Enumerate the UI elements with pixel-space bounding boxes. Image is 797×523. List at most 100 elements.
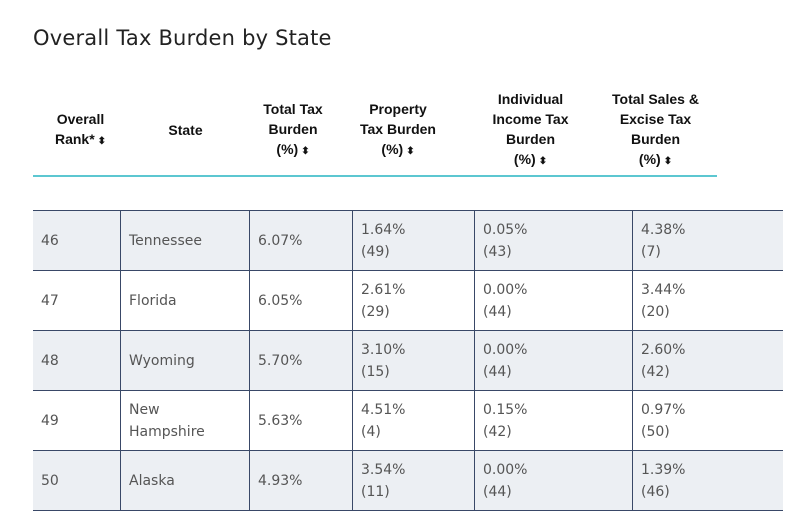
rank-cell: 47 [41,292,59,309]
property-tax-cell: 1.64% (49) [352,211,474,270]
header-state: State [128,85,243,175]
property-tax-cell: 3.54% (11) [352,451,474,510]
property-percent: 3.54% [361,461,406,478]
header-property-tax-burden[interactable]: Property Tax Burden (%) ⬍ [343,85,453,175]
sales-tax-cell: 4.38% (7) [632,211,783,270]
sales-rank: (20) [641,303,670,320]
page-title: Overall Tax Burden by State [33,26,332,50]
header-rank-line-2: Rank* [54,130,95,147]
header-total-line-3: (%) [276,140,299,157]
rank-cell: 49 [41,412,59,429]
header-sales-line-1: Total Sales & [612,90,699,107]
income-percent: 0.05% [483,221,528,238]
state-cell: New Hampshire [120,391,249,450]
header-income-line-1: Individual [497,90,564,107]
property-tax-cell: 3.10% (15) [352,331,474,390]
table-row: 49 New Hampshire 5.63% 4.51% (4) 0.15% (… [33,391,783,451]
header-property-line-3: (%) [381,140,404,157]
income-percent: 0.00% [483,341,528,358]
sales-rank: (50) [641,423,670,440]
header-income-line-4: (%) [513,150,536,167]
header-rank-line-1: Overall [56,110,105,127]
income-rank: (44) [483,363,512,380]
property-tax-cell: 2.61% (29) [352,271,474,330]
sales-percent: 2.60% [641,341,686,358]
header-property-line-1: Property [369,100,427,117]
income-tax-cell: 0.00% (44) [474,271,632,330]
table-row: 46 Tennessee 6.07% 1.64% (49) 0.05% (43)… [33,211,783,271]
rank-cell: 50 [41,472,59,489]
sales-tax-cell: 3.44% (20) [632,271,783,330]
income-tax-cell: 0.00% (44) [474,451,632,510]
property-rank: (11) [361,483,390,500]
sort-icon[interactable]: ⬍ [538,155,548,167]
header-sales-line-4: (%) [638,150,661,167]
property-percent: 1.64% [361,221,406,238]
total-tax-cell: 6.05% [249,271,352,330]
sort-icon[interactable]: ⬍ [97,135,107,147]
table-row: 50 Alaska 4.93% 3.54% (11) 0.00% (44) 1.… [33,451,783,511]
header-income-line-2: Income Tax [492,110,569,127]
total-tax-cell: 6.07% [249,211,352,270]
table-row: 48 Wyoming 5.70% 3.10% (15) 0.00% (44) 2… [33,331,783,391]
income-percent: 0.00% [483,281,528,298]
income-rank: (44) [483,303,512,320]
state-name: Tennessee [129,232,202,249]
header-overall-rank[interactable]: Overall Rank* ⬍ [33,85,128,175]
sales-percent: 4.38% [641,221,686,238]
property-rank: (29) [361,303,390,320]
property-percent: 3.10% [361,341,406,358]
sort-icon[interactable]: ⬍ [301,145,310,157]
sales-rank: (7) [641,243,661,260]
total-tax-cell: 5.63% [249,391,352,450]
state-name: Florida [129,292,177,309]
header-property-line-2: Tax Burden [360,120,436,137]
total-tax-cell: 5.70% [249,331,352,390]
state-cell: Wyoming [120,331,249,390]
header-income-line-3: Burden [506,130,555,147]
sales-rank: (46) [641,483,670,500]
income-percent: 0.00% [483,461,528,478]
income-rank: (43) [483,243,512,260]
header-total-line-1: Total Tax [263,100,323,117]
sort-icon[interactable]: ⬍ [406,145,415,157]
income-tax-cell: 0.00% (44) [474,331,632,390]
state-name-line-1: New [129,401,160,418]
header-total-line-2: Burden [268,120,318,137]
table-header: Overall Rank* ⬍ State Total Tax Burden (%… [33,85,717,177]
property-percent: 2.61% [361,281,406,298]
state-name: Wyoming [129,352,195,369]
income-percent: 0.15% [483,401,528,418]
state-name: Alaska [129,472,175,489]
header-total-tax-burden[interactable]: Total Tax Burden (%) ⬍ [243,85,343,175]
rank-cell: 46 [41,232,59,249]
property-percent: 4.51% [361,401,406,418]
income-tax-cell: 0.05% (43) [474,211,632,270]
table-row: 47 Florida 6.05% 2.61% (29) 0.00% (44) 3… [33,271,783,331]
total-tax-cell: 4.93% [249,451,352,510]
header-sales-line-2: Excise Tax [619,110,692,127]
property-rank: (4) [361,423,381,440]
property-rank: (49) [361,243,390,260]
sales-percent: 1.39% [641,461,686,478]
state-cell: Florida [120,271,249,330]
property-rank: (15) [361,363,390,380]
sales-tax-cell: 0.97% (50) [632,391,783,450]
rank-cell: 48 [41,352,59,369]
sales-rank: (42) [641,363,670,380]
sales-percent: 0.97% [641,401,686,418]
income-rank: (44) [483,483,512,500]
header-total-sales-excise-tax-burden[interactable]: Total Sales & Excise Tax Burden (%) ⬍ [598,85,713,175]
sales-tax-cell: 2.60% (42) [632,331,783,390]
sales-tax-cell: 1.39% (46) [632,451,783,510]
header-individual-income-tax-burden[interactable]: Individual Income Tax Burden (%) ⬍ [473,85,588,175]
sort-icon[interactable]: ⬍ [663,155,673,167]
property-tax-cell: 4.51% (4) [352,391,474,450]
state-cell: Alaska [120,451,249,510]
state-name-line-2: Hampshire [129,423,205,440]
sales-percent: 3.44% [641,281,686,298]
tax-table-body: 46 Tennessee 6.07% 1.64% (49) 0.05% (43)… [33,210,783,511]
header-sales-line-3: Burden [631,130,680,147]
state-cell: Tennessee [120,211,249,270]
header-state-label: State [168,122,203,138]
